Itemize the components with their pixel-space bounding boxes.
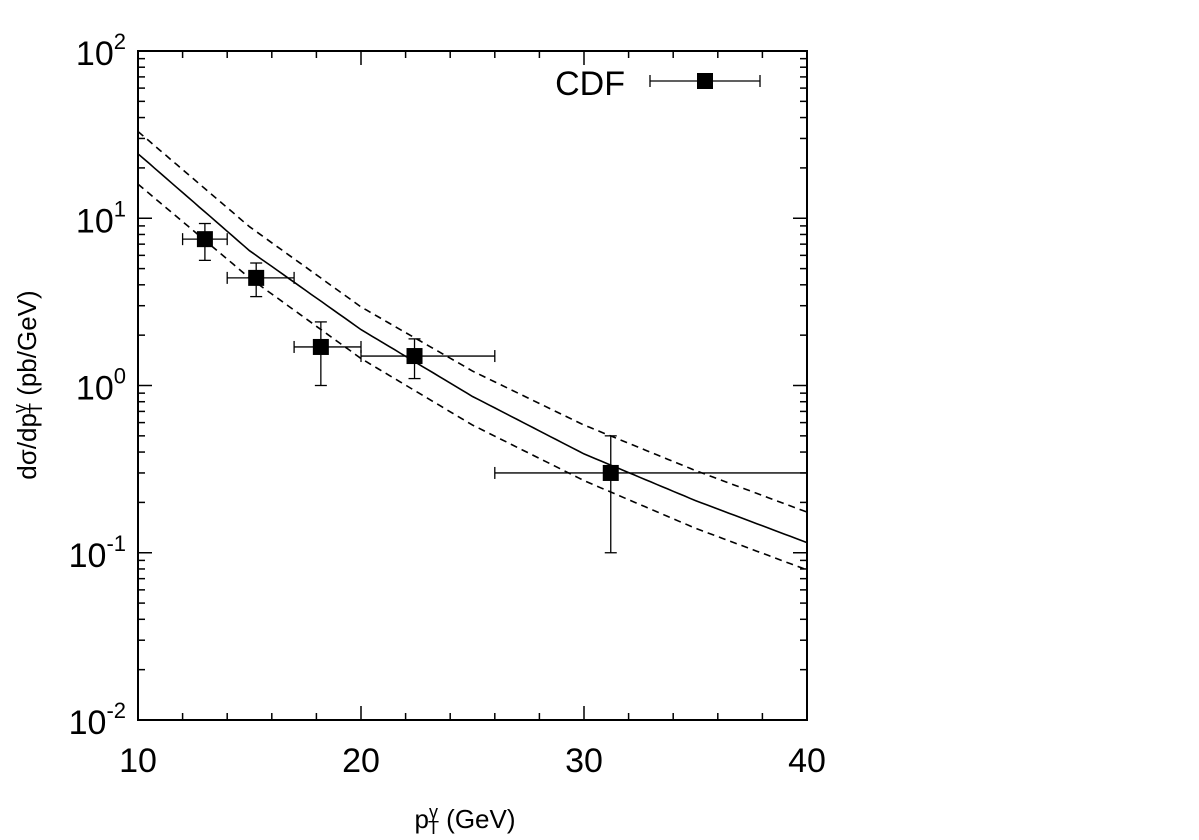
theory-curves — [137, 130, 808, 571]
cdf-data-point — [293, 321, 362, 387]
x-axis-title: pγ T (GeV) — [414, 802, 515, 838]
y-axis-title: dσ/dpγT (pb/GeV) — [10, 290, 46, 479]
square-marker — [312, 338, 329, 355]
y-tick-label: 10-1 — [69, 531, 126, 575]
plot-frame — [137, 50, 808, 721]
curve-central — [137, 153, 808, 544]
x-tick-label: 40 — [788, 742, 826, 780]
x-tick-label: 30 — [565, 742, 603, 780]
x-tick-label: 10 — [119, 742, 157, 780]
square-marker — [196, 231, 213, 248]
legend: CDF — [555, 65, 761, 103]
square-marker — [406, 348, 423, 365]
axis-titles: pγ T (GeV) dσ/dpγT (pb/GeV) — [10, 290, 516, 838]
legend-label: CDF — [555, 65, 625, 103]
cdf-data-point — [494, 435, 807, 554]
x-tick-label: 20 — [342, 742, 380, 780]
tick-labels: 10 20 30 40 10-2 10-1 100 101 102 — [69, 29, 826, 780]
y-tick-label: 101 — [76, 196, 126, 240]
cdf-data-point — [360, 338, 496, 380]
cdf-data-point — [181, 222, 228, 262]
axis-ticks — [137, 50, 808, 721]
plot-border — [137, 50, 808, 721]
curve-upper — [137, 130, 808, 513]
y-tick-label: 100 — [76, 364, 126, 408]
data-points — [181, 222, 807, 554]
square-marker — [248, 269, 265, 286]
legend-marker — [697, 73, 713, 89]
cdf-data-point — [226, 262, 295, 298]
square-marker — [602, 464, 619, 481]
y-tick-label: 10-2 — [69, 698, 126, 742]
y-tick-label: 102 — [76, 29, 126, 73]
